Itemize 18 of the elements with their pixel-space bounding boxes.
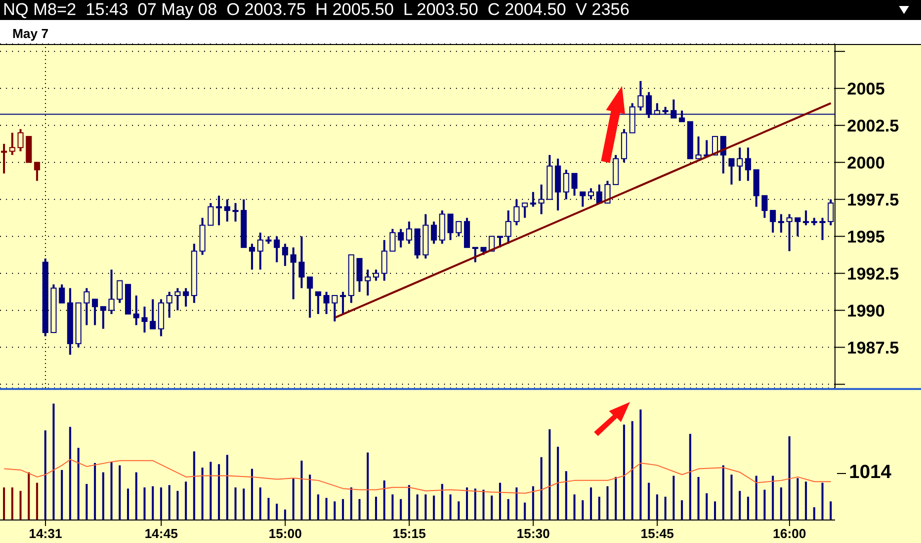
x-tick-label: 15:45 (640, 526, 674, 541)
y-tick-label: 2002.5 (847, 116, 899, 136)
chart-title: NQ M8=2 15:43 07 May 08 O 2003.75 H 2005.50 L 2003.50 C 2004.50 V 2356 (0, 0, 921, 20)
x-tick-label: 15:00 (268, 526, 302, 541)
x-tick-label: 14:31 (28, 526, 62, 541)
y-tick-label: 2000 (847, 153, 885, 172)
x-tick-label: 14:45 (144, 526, 178, 541)
ref-line-label: May 7 (12, 26, 48, 41)
y-tick-label: 1990 (847, 301, 885, 320)
y-tick-label: 1995 (847, 227, 885, 246)
y-tick-label: 1992.5 (847, 264, 899, 284)
y-tick-label: 1987.5 (847, 338, 899, 358)
x-tick-label: 15:30 (516, 526, 550, 541)
y-tick-label: 1997.5 (847, 190, 899, 210)
text: 1014 (849, 462, 892, 484)
y-tick-label: 2005 (847, 79, 885, 98)
x-tick-label: 16:00 (772, 526, 806, 541)
x-tick-label: 15:15 (392, 526, 426, 541)
